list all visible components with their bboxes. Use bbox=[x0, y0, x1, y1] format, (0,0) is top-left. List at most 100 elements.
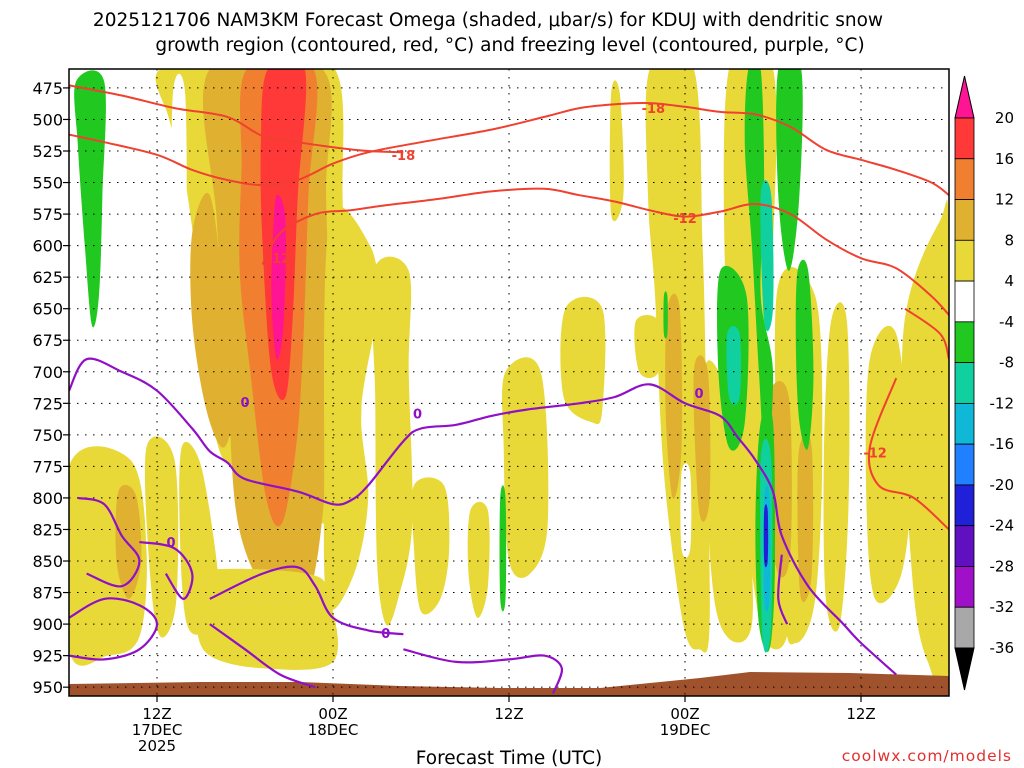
x-tick-label: 00Z bbox=[670, 705, 699, 723]
colorbar-label: -28 bbox=[990, 557, 1015, 575]
y-tick-label: 750 bbox=[32, 426, 63, 445]
y-tick-label: 850 bbox=[32, 552, 63, 571]
chart-title-line1: 2025121706 NAM3KM Forecast Omega (shaded… bbox=[93, 10, 883, 31]
colorbar-swatch bbox=[954, 362, 975, 404]
omega-region bbox=[865, 325, 911, 604]
omega-region bbox=[190, 192, 235, 448]
omega-region bbox=[499, 485, 507, 612]
y-axis: 475 500 525 550 575 600 625 650 675 700 725 750 775 8… bbox=[32, 79, 69, 697]
colorbar-label: -4 bbox=[999, 313, 1014, 331]
y-tick-label: 800 bbox=[32, 489, 63, 508]
omega-region bbox=[74, 70, 106, 328]
y-tick-label: 650 bbox=[32, 300, 63, 319]
y-tick-label: 875 bbox=[32, 584, 63, 603]
omega-region bbox=[467, 501, 490, 618]
omega-region bbox=[663, 291, 668, 339]
x-tick-label: 00Z bbox=[318, 705, 347, 723]
colorbar-swatch bbox=[954, 117, 975, 160]
colorbar-swatch bbox=[954, 525, 975, 567]
colorbar: 20 16 12 8 4 -4 -8 -12 -16 -20 -24 -28 -32 -36 bbox=[954, 75, 1015, 691]
y-tick-label: 675 bbox=[32, 331, 63, 350]
chart-title-line2: growth region (contoured, red, °C) and f… bbox=[155, 35, 864, 56]
omega-region bbox=[797, 434, 814, 603]
colorbar-swatch bbox=[954, 199, 975, 241]
x-axis-label: Forecast Time (UTC) bbox=[416, 748, 602, 768]
dgz-contour bbox=[867, 377, 949, 531]
x-tick-label: 12Z bbox=[846, 705, 875, 723]
colorbar-swatch bbox=[954, 443, 975, 486]
omega-region bbox=[763, 504, 769, 568]
contour-label: -18 bbox=[642, 102, 666, 117]
omega-region bbox=[411, 477, 450, 615]
contour-lines bbox=[69, 84, 949, 694]
colorbar-label: -24 bbox=[990, 517, 1015, 535]
omega-region bbox=[760, 180, 774, 332]
contour-label: 0 bbox=[695, 387, 704, 402]
contour-label: 0 bbox=[381, 627, 390, 642]
colorbar-label: -32 bbox=[990, 598, 1015, 616]
colorbar-swatch bbox=[954, 606, 975, 649]
y-tick-label: 925 bbox=[32, 647, 63, 666]
omega-region bbox=[560, 296, 606, 425]
x-tick-label: 18DEC bbox=[308, 721, 359, 739]
colorbar-top-arrow bbox=[954, 75, 975, 119]
omega-region bbox=[795, 259, 814, 450]
dgz-contour bbox=[261, 187, 949, 316]
colorbar-label: 16 bbox=[995, 150, 1014, 168]
contour-label: 0 bbox=[240, 396, 249, 411]
omega-region bbox=[634, 315, 662, 379]
freezing-level-contour bbox=[403, 648, 564, 694]
omega-region bbox=[171, 73, 187, 279]
colorbar-label: 12 bbox=[995, 191, 1014, 209]
y-tick-label: 950 bbox=[32, 678, 63, 697]
colorbar-label: -12 bbox=[990, 394, 1015, 412]
colorbar-label: 8 bbox=[1004, 231, 1014, 249]
freezing-level-contour bbox=[777, 554, 789, 625]
freezing-level-contour bbox=[69, 357, 897, 676]
colorbar-label: -16 bbox=[990, 435, 1015, 453]
credit-text: coolwx.com/models bbox=[842, 747, 1012, 765]
colorbar-label: 4 bbox=[1004, 272, 1014, 290]
omega-region bbox=[680, 463, 692, 558]
colorbar-bottom-arrow bbox=[954, 647, 975, 691]
y-tick-label: 900 bbox=[32, 615, 63, 634]
dgz-contour bbox=[69, 101, 949, 197]
colorbar-swatch bbox=[954, 402, 975, 445]
contour-label: 0 bbox=[167, 536, 176, 551]
colorbar-swatch bbox=[954, 321, 975, 364]
omega-region bbox=[184, 568, 339, 670]
omega-region bbox=[776, 69, 803, 271]
y-tick-label: 575 bbox=[32, 205, 63, 224]
omega-region bbox=[901, 199, 949, 696]
freezing-level-contour bbox=[69, 597, 159, 661]
omega-shading bbox=[69, 69, 949, 696]
y-tick-label: 625 bbox=[32, 268, 63, 287]
omega-region bbox=[115, 484, 142, 599]
freezing-level-contour bbox=[77, 496, 141, 588]
omega-region bbox=[703, 360, 753, 643]
contour-label: -12 bbox=[673, 212, 697, 227]
contour-labels: -18 -18 -12 -12 -12 0 0 0 0 0 bbox=[167, 102, 887, 642]
y-tick-label: 775 bbox=[32, 457, 63, 476]
plot-area: -18 -18 -12 -12 -12 0 0 0 0 0 bbox=[69, 69, 949, 696]
y-tick-label: 525 bbox=[32, 142, 63, 161]
omega-region bbox=[726, 326, 741, 405]
omega-region bbox=[271, 194, 286, 360]
colorbar-swatch bbox=[954, 566, 975, 608]
colorbar-swatch bbox=[954, 484, 975, 527]
colorbar-swatch bbox=[954, 239, 975, 282]
contour-label: -12 bbox=[267, 252, 291, 267]
colorbar-label: 20 bbox=[995, 109, 1014, 127]
y-tick-label: 475 bbox=[32, 79, 63, 98]
omega-region bbox=[323, 206, 378, 611]
contour-label: 0 bbox=[413, 407, 422, 422]
y-tick-label: 825 bbox=[32, 520, 63, 539]
colorbar-label: -8 bbox=[999, 354, 1014, 372]
freezing-level-contour bbox=[209, 565, 404, 636]
colorbar-label: -20 bbox=[990, 476, 1015, 494]
omega-region bbox=[371, 256, 413, 626]
x-tick-label: 12Z bbox=[494, 705, 523, 723]
freezing-level-contour bbox=[209, 623, 316, 689]
